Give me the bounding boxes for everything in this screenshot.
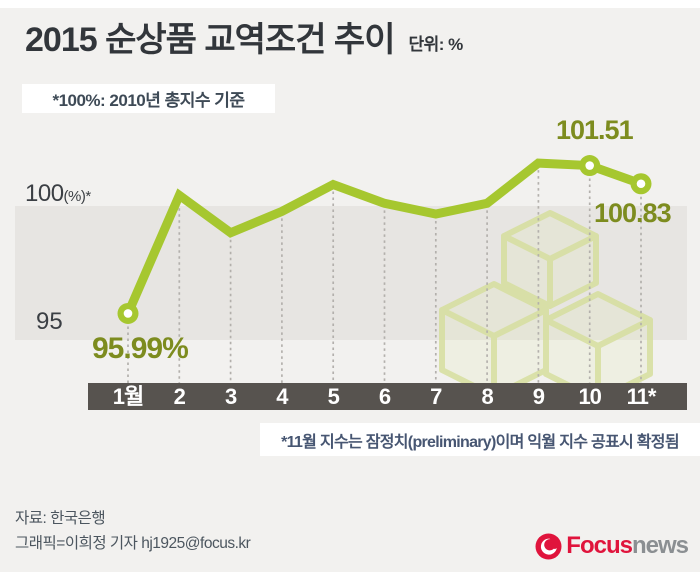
logo-brand: Focus — [566, 532, 633, 559]
header: 2015 순상품 교역조건 추이 단위: % — [25, 21, 464, 59]
focus-news-logo: Focusnews — [535, 532, 689, 560]
x-tick-month-5: 5 — [327, 384, 340, 409]
credit-text: 그래픽=이희정 기자 hj1925@focus.kr — [15, 535, 251, 552]
baseline-note-text: *100%: 2010년 총지수 기준 — [52, 91, 245, 110]
page-title: 2015 순상품 교역조건 추이 — [25, 21, 395, 59]
source-text: 자료: 한국은행 — [15, 510, 106, 527]
point-marker — [579, 155, 601, 177]
x-tick-month-10: 10 — [578, 384, 602, 409]
focus-news-logo-icon — [535, 533, 562, 559]
point-marker — [630, 173, 652, 195]
point-label-january: 95.99% — [92, 332, 189, 365]
baseline-note-box: *100%: 2010년 총지수 기준 — [22, 84, 275, 113]
x-tick-month-6: 6 — [378, 384, 391, 409]
x-axis-bar: 1월 2 3 4 5 6 7 8 9 10 11* — [88, 383, 687, 410]
unit-label: 단위: % — [408, 35, 464, 55]
x-tick-month-2: 2 — [173, 384, 186, 409]
x-tick-month-7: 7 — [430, 384, 442, 409]
x-tick-month-3: 3 — [224, 384, 237, 409]
focus-news-wordmark: Focusnews — [566, 532, 689, 560]
point-marker-center — [585, 161, 594, 170]
y-axis-label-100: 100(%)* — [25, 180, 91, 207]
x-tick-month-1: 1월 — [112, 384, 145, 409]
x-tick-month-8: 8 — [481, 384, 493, 409]
x-tick-month-4: 4 — [276, 384, 288, 409]
footnote-box: *11월 지수는 잠정치(preliminary)이며 익월 지수 공표시 확정… — [260, 423, 700, 456]
x-tick-month-9: 9 — [532, 384, 545, 409]
footnote-text: *11월 지수는 잠정치(preliminary)이며 익월 지수 공표시 확정… — [281, 433, 679, 451]
point-marker-center — [636, 179, 646, 189]
point-label-november: 100.83 — [594, 198, 672, 228]
top-strip — [0, 0, 700, 8]
reference-band — [15, 206, 687, 340]
y-axis-label-95: 95 — [36, 308, 63, 335]
logo-suffix: news — [631, 532, 689, 559]
point-label-october: 101.51 — [556, 115, 634, 145]
x-tick-month-11: 11* — [626, 384, 657, 409]
